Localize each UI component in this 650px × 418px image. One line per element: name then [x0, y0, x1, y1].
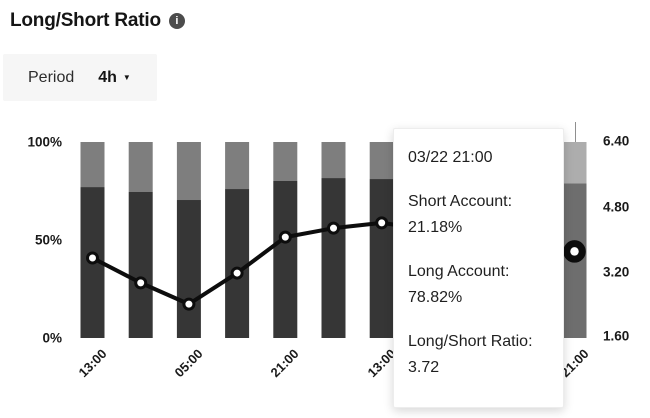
chevron-down-icon: ▼ — [122, 72, 131, 82]
tooltip-long-label: Long Account: — [408, 263, 510, 280]
y-axis-tick-0: 0% — [42, 330, 62, 346]
bar-long-segment[interactable] — [128, 191, 153, 338]
line-marker — [327, 221, 340, 235]
line-marker-highlighted — [563, 240, 586, 263]
bar-short-segment[interactable] — [321, 142, 346, 179]
line-marker — [375, 216, 389, 230]
bar-long-segment[interactable] — [369, 179, 394, 338]
bar-long-segment[interactable] — [225, 189, 250, 338]
bar-short-segment[interactable] — [128, 142, 153, 192]
tooltip-short-label: Short Account: — [408, 193, 513, 210]
bar-short-segment[interactable] — [225, 142, 250, 190]
line-marker — [230, 266, 244, 280]
info-icon[interactable]: i — [168, 13, 185, 29]
bar-short-segment[interactable] — [176, 142, 201, 201]
bar-long-segment[interactable] — [321, 178, 346, 338]
bar-short-segment[interactable] — [562, 142, 587, 184]
tooltip-ratio-label: Long/Short Ratio: — [408, 333, 533, 350]
tooltip-ratio-value: 3.72 — [408, 359, 440, 376]
period-value: 4h — [98, 68, 117, 86]
bar-short-segment[interactable] — [369, 142, 394, 180]
panel-header: Long/Short Ratio i — [10, 8, 185, 34]
chart-tooltip: 03/22 21:00 Short Account: 21.18% Long A… — [393, 128, 564, 408]
bar-short-segment[interactable] — [80, 142, 105, 188]
right-axis-tick-480: 4.80 — [603, 199, 630, 215]
bar-long-segment[interactable] — [176, 200, 201, 338]
tooltip-ratio: Long/Short Ratio: 3.72 — [408, 329, 551, 381]
right-axis-tick-320: 3.20 — [603, 264, 630, 280]
tooltip-short-account: Short Account: 21.18% — [408, 189, 551, 241]
hover-indicator-line — [575, 122, 576, 142]
right-axis-tick-640: 6.40 — [603, 133, 630, 149]
bar-long-segment[interactable] — [273, 181, 298, 338]
period-dropdown[interactable]: 4h ▼ — [98, 69, 131, 87]
y-axis-tick-100: 100% — [27, 134, 62, 150]
tooltip-long-account: Long Account: 78.82% — [408, 259, 551, 311]
page-title: Long/Short Ratio — [10, 10, 161, 31]
period-control: Period 4h ▼ — [3, 54, 157, 101]
tooltip-date: 03/22 21:00 — [408, 149, 493, 166]
tooltip-long-value: 78.82% — [408, 289, 463, 306]
bar-short-segment[interactable] — [273, 142, 298, 182]
line-marker — [134, 276, 148, 290]
period-label: Period — [28, 68, 75, 86]
right-axis-tick-160: 1.60 — [603, 328, 630, 344]
line-marker — [278, 230, 292, 244]
line-marker — [86, 251, 99, 265]
line-marker — [182, 297, 196, 311]
y-axis-tick-50: 50% — [34, 232, 62, 248]
tooltip-short-value: 21.18% — [408, 219, 463, 236]
